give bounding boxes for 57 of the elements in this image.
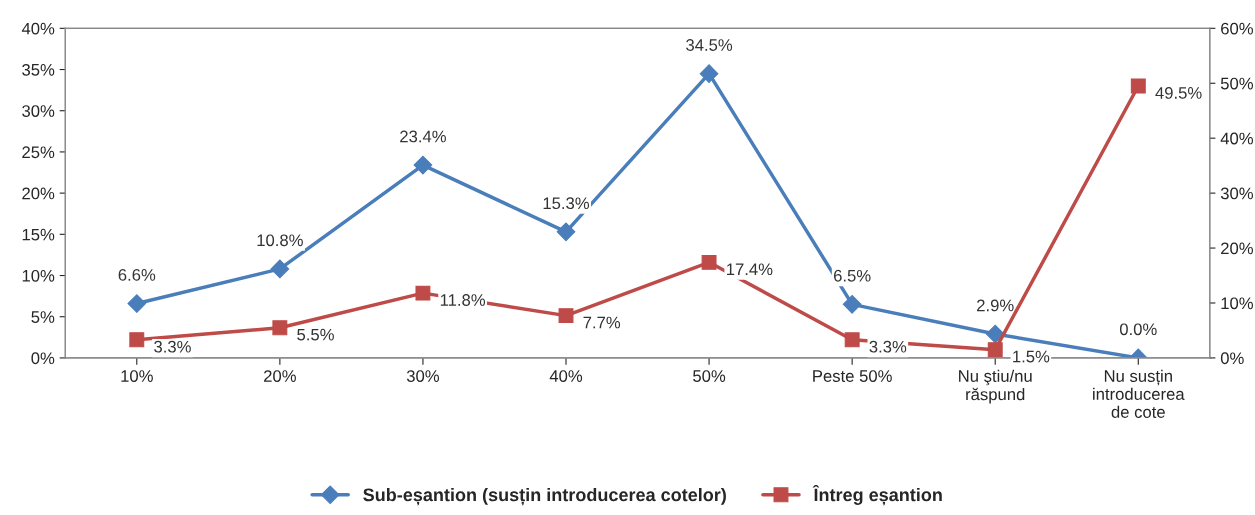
- data-label: 2.9%: [977, 299, 1014, 312]
- data-label: 10.8%: [257, 234, 303, 247]
- y-tick-label: 40%: [21, 22, 55, 35]
- y2-tick-label: 0%: [1220, 352, 1244, 365]
- legend-label: Întreg eșantion: [812, 484, 942, 506]
- y2-tick-label: 50%: [1220, 77, 1253, 90]
- point: [129, 332, 145, 348]
- point: [556, 222, 576, 242]
- x-tick-label: 10%: [121, 370, 153, 382]
- y-tick-label: 25%: [22, 146, 55, 159]
- y-tick-label: 0%: [31, 352, 55, 365]
- y2-tick-label: 10%: [1221, 297, 1253, 310]
- data-label: 15.3%: [543, 197, 590, 210]
- x-tick-label: Peste 50%: [813, 370, 892, 382]
- data-label: 1.5%: [1013, 350, 1050, 363]
- x-tick-label: 20%: [264, 370, 296, 382]
- data-label: 3.3%: [154, 340, 191, 353]
- x-tick-label: 30%: [406, 370, 440, 382]
- point: [413, 155, 433, 175]
- data-label: 0.0%: [1119, 323, 1157, 336]
- point: [842, 295, 862, 314]
- point: [844, 332, 860, 348]
- point: [985, 324, 1005, 344]
- data-label: 3.3%: [869, 340, 907, 353]
- data-label: 11.8%: [440, 294, 486, 306]
- y-tick-label: 10%: [22, 269, 55, 282]
- point: [701, 254, 717, 270]
- data-label: 6.5%: [834, 269, 871, 282]
- point: [272, 320, 288, 336]
- point: [558, 308, 574, 324]
- y2-tick-label: 20%: [1221, 242, 1253, 255]
- y-tick-label: 15%: [22, 228, 55, 241]
- legend-label: Sub-eșantion (susțin introducerea cotelor): [363, 487, 726, 506]
- y2-tick-label: 60%: [1221, 22, 1253, 35]
- data-label: 49.5%: [1155, 87, 1202, 99]
- data-label: 23.4%: [400, 130, 446, 143]
- x-tick-label: 50%: [693, 370, 726, 382]
- point: [270, 259, 290, 279]
- x-tick-label: Nu susțin introducerea de cote: [1093, 369, 1185, 418]
- data-label: 17.4%: [727, 263, 773, 276]
- y-tick-label: 30%: [22, 105, 55, 117]
- point: [1130, 78, 1146, 94]
- data-label: 7.7%: [583, 316, 621, 329]
- data-label: 5.5%: [297, 328, 334, 341]
- point: [699, 64, 719, 83]
- x-tick-label: 40%: [549, 370, 583, 382]
- x-tick-label: Nu ştiu/nu răspund: [959, 369, 1032, 404]
- point: [987, 342, 1003, 358]
- point: [127, 294, 147, 313]
- y-tick-label: 35%: [22, 63, 55, 76]
- y2-tick-label: 30%: [1220, 187, 1253, 200]
- y-tick-label: 20%: [22, 187, 55, 200]
- point: [415, 285, 431, 301]
- y-tick-label: 5%: [31, 311, 55, 323]
- y2-tick-label: 40%: [1220, 132, 1253, 145]
- data-label: 6.6%: [118, 269, 156, 281]
- data-label: 34.5%: [686, 39, 733, 51]
